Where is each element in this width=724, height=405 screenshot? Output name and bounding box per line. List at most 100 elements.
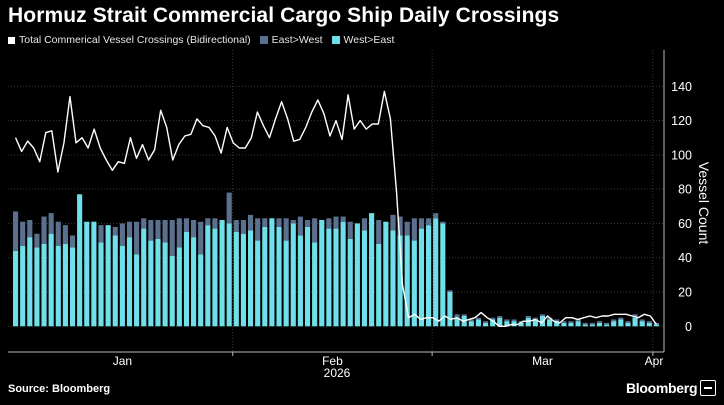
bar-east-west [532, 317, 538, 320]
bar-west-east [561, 322, 567, 327]
bar-east-west [255, 218, 261, 241]
bar-west-east [69, 247, 76, 327]
bar-west-east [48, 233, 54, 327]
bar-east-west [411, 218, 417, 241]
y-tick-label-0: 0 [685, 320, 692, 334]
bar-west-east [290, 223, 296, 327]
bar-west-east [554, 321, 560, 327]
bar-east-west [162, 220, 168, 243]
bar-west-east [632, 317, 638, 327]
bar-east-west [134, 221, 140, 255]
bar-east-west [376, 220, 382, 244]
bar-west-east [20, 245, 26, 327]
bar-east-west [290, 220, 296, 224]
bar-east-west [226, 192, 232, 224]
bar-east-west [69, 235, 76, 248]
y-tick-label-120: 120 [671, 114, 692, 128]
bar-west-east [84, 221, 90, 327]
bar-east-west [148, 220, 154, 241]
bar-east-west [511, 319, 517, 322]
x-tick-label-apr: Apr [645, 354, 664, 368]
bar-west-east [240, 233, 246, 327]
bar-east-west [126, 221, 133, 238]
bloomberg-logo: Bloomberg [626, 380, 698, 396]
bar-east-west [247, 214, 254, 231]
bar-east-west [625, 321, 631, 323]
bar-west-east [618, 319, 624, 327]
bar-west-east [77, 194, 83, 327]
bar-west-east [390, 230, 396, 327]
bar-east-west [340, 216, 346, 222]
bar-west-east [304, 226, 311, 327]
bar-east-west [233, 220, 239, 232]
bar-west-east [112, 235, 118, 327]
bar-east-west [497, 316, 503, 318]
bar-east-west [212, 218, 218, 229]
bar-west-east [468, 321, 474, 327]
bar-west-east [582, 324, 588, 327]
bar-west-east [426, 225, 432, 327]
chart-title: Hormuz Strait Commercial Cargo Ship Dail… [8, 4, 560, 27]
bar-west-east [454, 317, 460, 327]
bar-east-west [461, 314, 467, 316]
bar-east-west [240, 220, 246, 234]
bar-west-east [440, 223, 446, 327]
legend: Total Commerical Vessel Crossings (Bidir… [8, 34, 403, 46]
bar-east-west [490, 317, 496, 320]
bar-west-east [361, 230, 368, 327]
bar-east-west [41, 216, 47, 244]
bar-west-east [141, 228, 147, 327]
bar-east-west [390, 214, 396, 231]
legend-label-total: Total Commerical Vessel Crossings (Bidir… [19, 34, 251, 46]
bar-east-west [604, 322, 610, 325]
bar-west-east [176, 247, 182, 327]
line-total-crossings [14, 90, 658, 327]
bar-east-west [539, 314, 546, 316]
bar-west-east [625, 322, 631, 327]
bar-east-west [418, 218, 425, 229]
bar-west-east [276, 226, 282, 327]
y-tick-label-80: 80 [678, 183, 692, 197]
bar-east-west [440, 221, 446, 224]
bar-west-east [333, 228, 339, 327]
bar-west-east [91, 221, 97, 327]
x-axis-label: 2026 [324, 366, 351, 380]
bar-west-east [376, 244, 382, 327]
bar-west-east [183, 232, 190, 327]
bar-west-east [340, 221, 346, 327]
bar-west-east [55, 245, 61, 327]
bar-east-west [632, 314, 638, 318]
bar-east-west [575, 319, 581, 322]
bar-west-east [490, 319, 496, 327]
bar-east-west [312, 218, 318, 243]
y-tick-label-40: 40 [678, 251, 692, 265]
bar-west-east [383, 221, 389, 327]
bar-west-east [504, 321, 510, 327]
bar-west-east [369, 213, 375, 327]
bar-west-east [148, 240, 154, 327]
x-tick-label-jan: Jan [113, 354, 132, 368]
bar-west-east [354, 223, 360, 327]
bar-west-east [532, 319, 538, 327]
bar-east-west [297, 216, 303, 236]
bar-west-east [397, 235, 403, 327]
bar-west-east [191, 237, 197, 327]
bar-east-west [276, 218, 282, 227]
bar-east-west [361, 218, 368, 231]
bar-east-west [447, 290, 453, 292]
bar-west-east [596, 322, 603, 327]
bar-west-east [198, 254, 204, 327]
legend-swatch-west-east [331, 36, 340, 44]
bar-east-west [404, 221, 410, 236]
expand-icon[interactable] [700, 380, 716, 396]
bar-east-west [475, 317, 481, 320]
bar-west-east [205, 225, 211, 327]
bar-west-east [62, 244, 68, 327]
legend-label-west-east: West>East [343, 34, 395, 46]
bar-east-west [611, 319, 617, 322]
bar-east-west [262, 218, 268, 227]
bar-east-west [454, 314, 460, 318]
bar-east-west [554, 319, 560, 322]
bar-east-west [426, 218, 432, 226]
